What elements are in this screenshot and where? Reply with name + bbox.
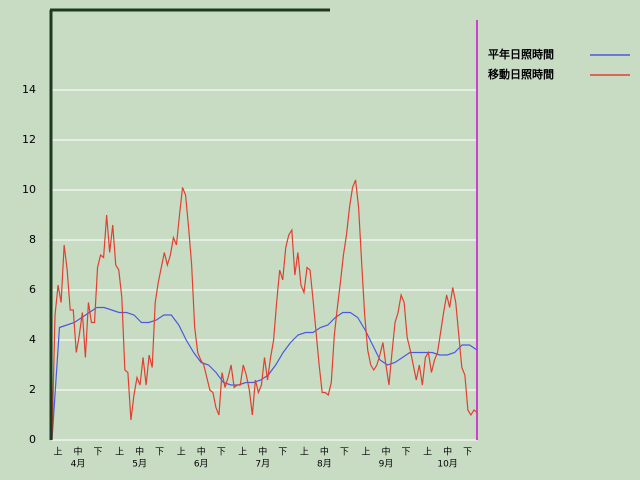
x-tick-label: 上: [300, 447, 309, 458]
x-tick-label: 上: [361, 447, 370, 458]
series-line: [51, 306, 478, 441]
x-tick-label: 上: [423, 447, 432, 458]
month-label: 9月: [379, 459, 394, 470]
month-label: 6月: [194, 459, 209, 470]
x-tick-label: 下: [340, 448, 349, 458]
x-tick-label: 上: [177, 447, 186, 458]
x-tick-label: 中: [381, 446, 390, 458]
x-tick-label: 上: [238, 447, 247, 458]
x-tick-label: 上: [53, 447, 62, 458]
x-tick-label: 上: [115, 447, 124, 458]
y-tick-label: 0: [29, 433, 36, 446]
month-label: 10月: [437, 459, 457, 470]
x-tick-label: 中: [258, 446, 267, 458]
x-tick-label: 下: [278, 448, 287, 458]
y-tick-label: 10: [22, 183, 36, 196]
month-label: 7月: [255, 459, 270, 470]
month-label: 8月: [317, 459, 332, 470]
legend-label: 移動日照時間: [488, 67, 554, 81]
x-tick-label: 中: [443, 446, 452, 458]
month-label: 4月: [71, 459, 86, 470]
y-tick-label: 4: [29, 333, 36, 346]
x-tick-label: 下: [217, 448, 226, 458]
x-tick-label: 下: [463, 448, 472, 458]
x-tick-label: 下: [93, 448, 102, 458]
x-tick-label: 中: [197, 446, 206, 458]
month-label: 5月: [132, 459, 147, 470]
x-tick-label: 中: [73, 446, 82, 458]
series-line: [51, 179, 478, 441]
y-tick-label: 14: [22, 83, 36, 96]
y-tick-label: 2: [29, 383, 36, 396]
legend-label: 平年日照時間: [488, 47, 554, 61]
x-tick-label: 下: [155, 448, 164, 458]
x-tick-label: 中: [135, 446, 144, 458]
y-tick-label: 12: [22, 133, 36, 146]
x-tick-label: 中: [320, 446, 329, 458]
y-tick-label: 8: [29, 233, 36, 246]
y-tick-label: 6: [29, 283, 36, 296]
x-tick-label: 下: [401, 448, 410, 458]
